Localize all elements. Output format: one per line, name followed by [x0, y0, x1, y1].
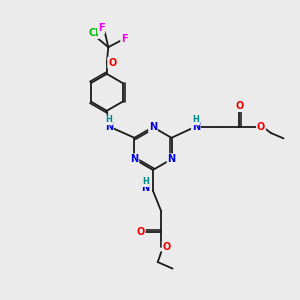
Text: N: N: [149, 122, 157, 132]
Text: O: O: [257, 122, 265, 131]
Text: H: H: [106, 116, 112, 124]
Text: O: O: [136, 227, 145, 237]
Text: N: N: [105, 122, 113, 131]
Text: O: O: [163, 242, 171, 252]
Text: N: N: [142, 183, 150, 193]
Text: H: H: [142, 177, 149, 186]
Text: N: N: [192, 122, 200, 131]
Text: Cl: Cl: [88, 28, 99, 38]
Text: N: N: [130, 154, 139, 164]
Text: O: O: [235, 101, 243, 111]
Text: O: O: [108, 58, 116, 68]
Text: F: F: [121, 34, 128, 44]
Text: F: F: [98, 23, 104, 33]
Text: H: H: [192, 116, 199, 124]
Text: N: N: [167, 154, 175, 164]
